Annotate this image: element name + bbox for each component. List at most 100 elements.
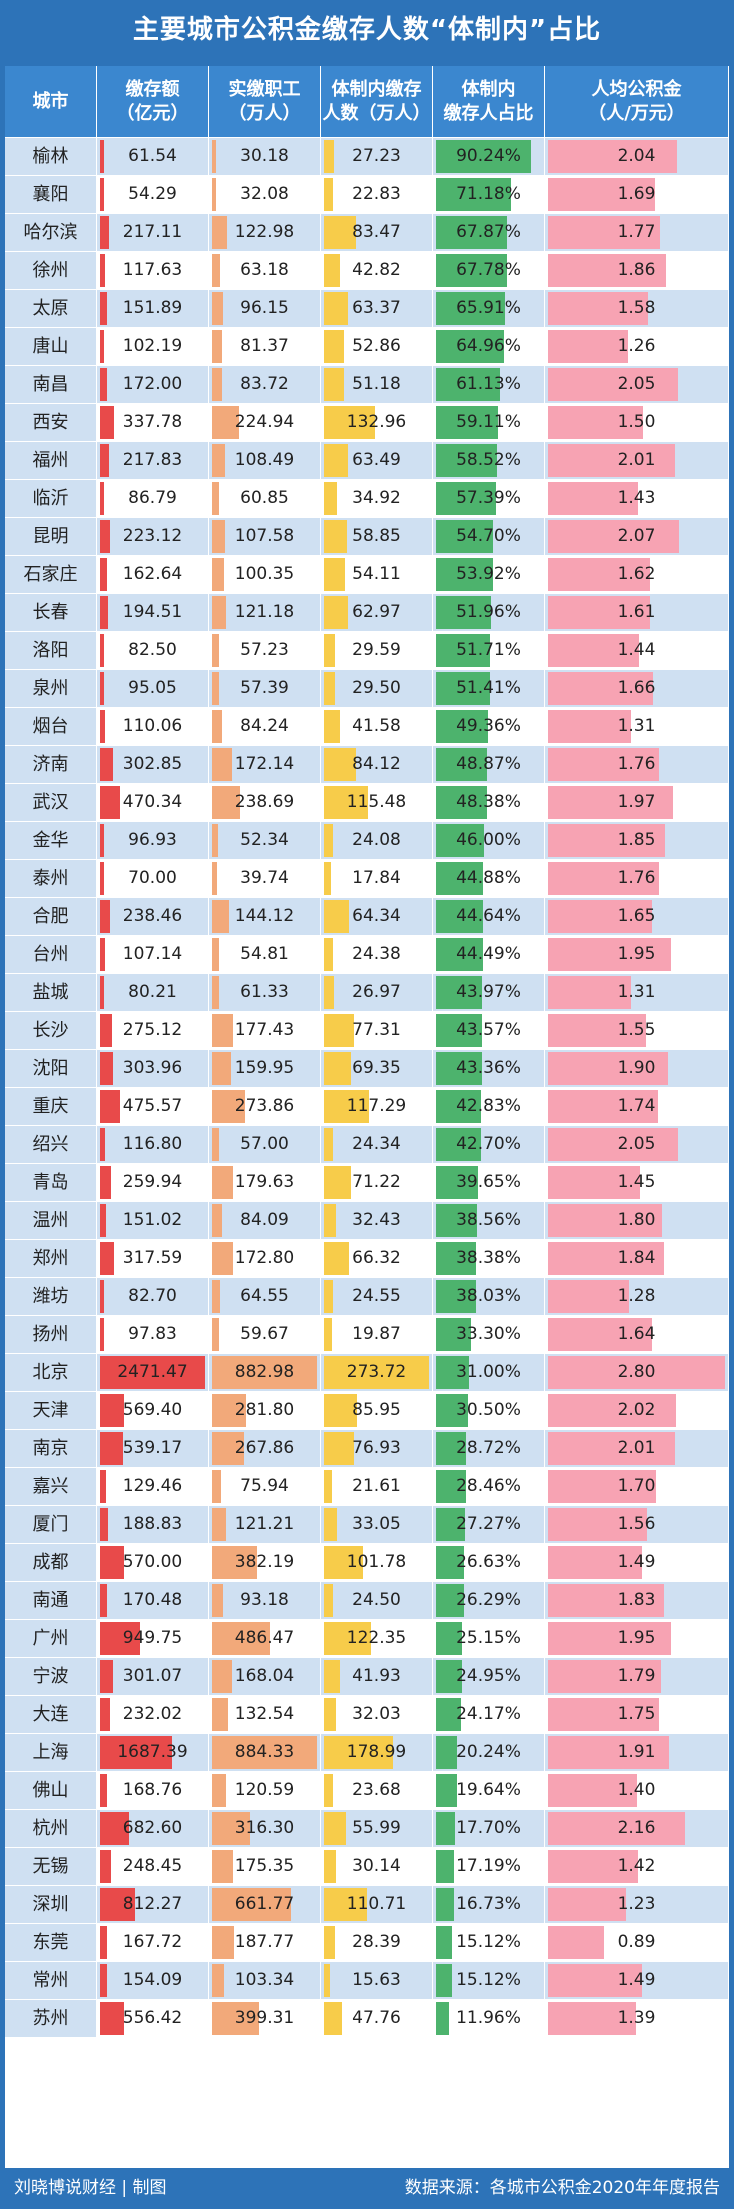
per-capita-bar (548, 216, 660, 249)
cell-value: 15.12% (456, 1932, 521, 1952)
table-row: 厦门 188.83 121.21 33.05 27.27% 1.56 (5, 1506, 729, 1544)
per-capita-bar (548, 1318, 652, 1351)
employees-cell: 399.31 (209, 2000, 320, 2037)
per-capita-bar (548, 1242, 665, 1275)
cell-value: 301.07 (122, 1666, 183, 1686)
deposit-bar (100, 1812, 129, 1845)
table-row: 沈阳 303.96 159.95 69.35 43.36% 1.90 (5, 1050, 729, 1088)
gov-count-bar (324, 786, 369, 819)
cell-value: 1.80 (617, 1210, 656, 1230)
footer-credit: 刘晓博说财经 | 制图 (14, 2178, 167, 2198)
gov-count-bar (324, 1812, 346, 1845)
cell-value: 154.09 (122, 1970, 183, 1990)
cell-value: 2.05 (617, 374, 656, 394)
cell-value: 179.63 (234, 1172, 295, 1192)
deposit-cell: 82.70 (97, 1278, 208, 1315)
gov-count-bar (324, 1166, 352, 1199)
city-cell: 石家庄 (5, 556, 96, 593)
employees-cell: 121.18 (209, 594, 320, 631)
employees-cell: 54.81 (209, 936, 320, 973)
gov-count-cell: 76.93 (321, 1430, 432, 1467)
deposit-cell: 86.79 (97, 480, 208, 517)
gov-count-cell: 85.95 (321, 1392, 432, 1429)
gov-count-bar (324, 862, 331, 895)
gov-share-bar (436, 748, 488, 781)
city-name: 泉州 (32, 678, 69, 699)
deposit-cell: 569.40 (97, 1392, 208, 1429)
footer-source: 数据来源：各城市公积金2020年年度报告 (404, 2178, 720, 2198)
city-name: 长沙 (32, 1020, 69, 1041)
cell-value: 172.80 (234, 1248, 295, 1268)
deposit-bar (100, 1508, 108, 1541)
city-cell: 南京 (5, 1430, 96, 1467)
gov-share-cell: 51.71% (433, 632, 544, 669)
cell-value: 39.65% (456, 1172, 521, 1192)
employees-bar (212, 596, 227, 629)
gov-count-cell: 27.23 (321, 138, 432, 175)
city-name: 嘉兴 (32, 1476, 69, 1497)
deposit-bar (100, 558, 107, 591)
city-name: 合肥 (32, 906, 69, 927)
cell-value: 51.41% (456, 678, 521, 698)
per-capita-bar (548, 596, 650, 629)
gov-share-cell: 38.56% (433, 1202, 544, 1239)
gov-share-cell: 51.41% (433, 670, 544, 707)
city-cell: 太原 (5, 290, 96, 327)
deposit-cell: 303.96 (97, 1050, 208, 1087)
gov-share-cell: 24.17% (433, 1696, 544, 1733)
deposit-cell: 570.00 (97, 1544, 208, 1581)
city-name: 温州 (32, 1210, 69, 1231)
deposit-bar (100, 976, 104, 1009)
cell-value: 151.02 (122, 1210, 183, 1230)
employees-bar (212, 1090, 245, 1123)
gov-count-cell: 23.68 (321, 1772, 432, 1809)
gov-count-cell: 32.43 (321, 1202, 432, 1239)
employees-cell: 57.39 (209, 670, 320, 707)
cell-value: 569.40 (122, 1400, 183, 1420)
employees-cell: 177.43 (209, 1012, 320, 1049)
gov-share-cell: 38.03% (433, 1278, 544, 1315)
per-capita-cell: 1.50 (545, 404, 728, 441)
gov-share-cell: 48.38% (433, 784, 544, 821)
cell-value: 1.31 (617, 982, 656, 1002)
gov-share-bar (436, 1964, 452, 1997)
employees-bar (212, 748, 233, 781)
cell-value: 1.58 (617, 298, 656, 318)
cell-value: 43.57% (456, 1020, 521, 1040)
gov-count-bar (324, 292, 349, 325)
gov-share-bar (436, 1660, 463, 1693)
cell-value: 26.63% (456, 1552, 521, 1572)
cell-value: 151.89 (122, 298, 183, 318)
city-name: 临沂 (32, 488, 69, 509)
employees-cell: 75.94 (209, 1468, 320, 1505)
employees-cell: 30.18 (209, 138, 320, 175)
gov-count-bar (324, 216, 356, 249)
cell-value: 238.46 (122, 906, 183, 926)
cell-value: 38.38% (456, 1248, 521, 1268)
table-row: 泉州 95.05 57.39 29.50 51.41% 1.66 (5, 670, 729, 708)
city-cell: 徐州 (5, 252, 96, 289)
city-cell: 嘉兴 (5, 1468, 96, 1505)
gov-count-cell: 26.97 (321, 974, 432, 1011)
gov-share-bar (436, 824, 485, 857)
cell-value: 57.23 (240, 640, 289, 660)
cell-value: 224.94 (234, 412, 295, 432)
cell-value: 17.19% (456, 1856, 521, 1876)
per-capita-bar (548, 1052, 669, 1085)
per-capita-bar (548, 862, 660, 895)
deposit-bar (100, 444, 110, 477)
per-capita-bar (548, 558, 651, 591)
table-row: 深圳 812.27 661.77 110.71 16.73% 1.23 (5, 1886, 729, 1924)
table-row: 潍坊 82.70 64.55 24.55 38.03% 1.28 (5, 1278, 729, 1316)
cell-value: 59.67 (240, 1324, 289, 1344)
gov-share-bar (436, 710, 488, 743)
cell-value: 20.24% (456, 1742, 521, 1762)
cell-value: 188.83 (122, 1514, 183, 1534)
deposit-bar (100, 1356, 205, 1389)
cell-value: 1.28 (617, 1286, 656, 1306)
gov-share-cell: 11.96% (433, 2000, 544, 2037)
per-capita-cell: 1.91 (545, 1734, 728, 1771)
city-name: 泰州 (32, 868, 69, 889)
cell-value: 26.97 (352, 982, 401, 1002)
employees-cell: 224.94 (209, 404, 320, 441)
